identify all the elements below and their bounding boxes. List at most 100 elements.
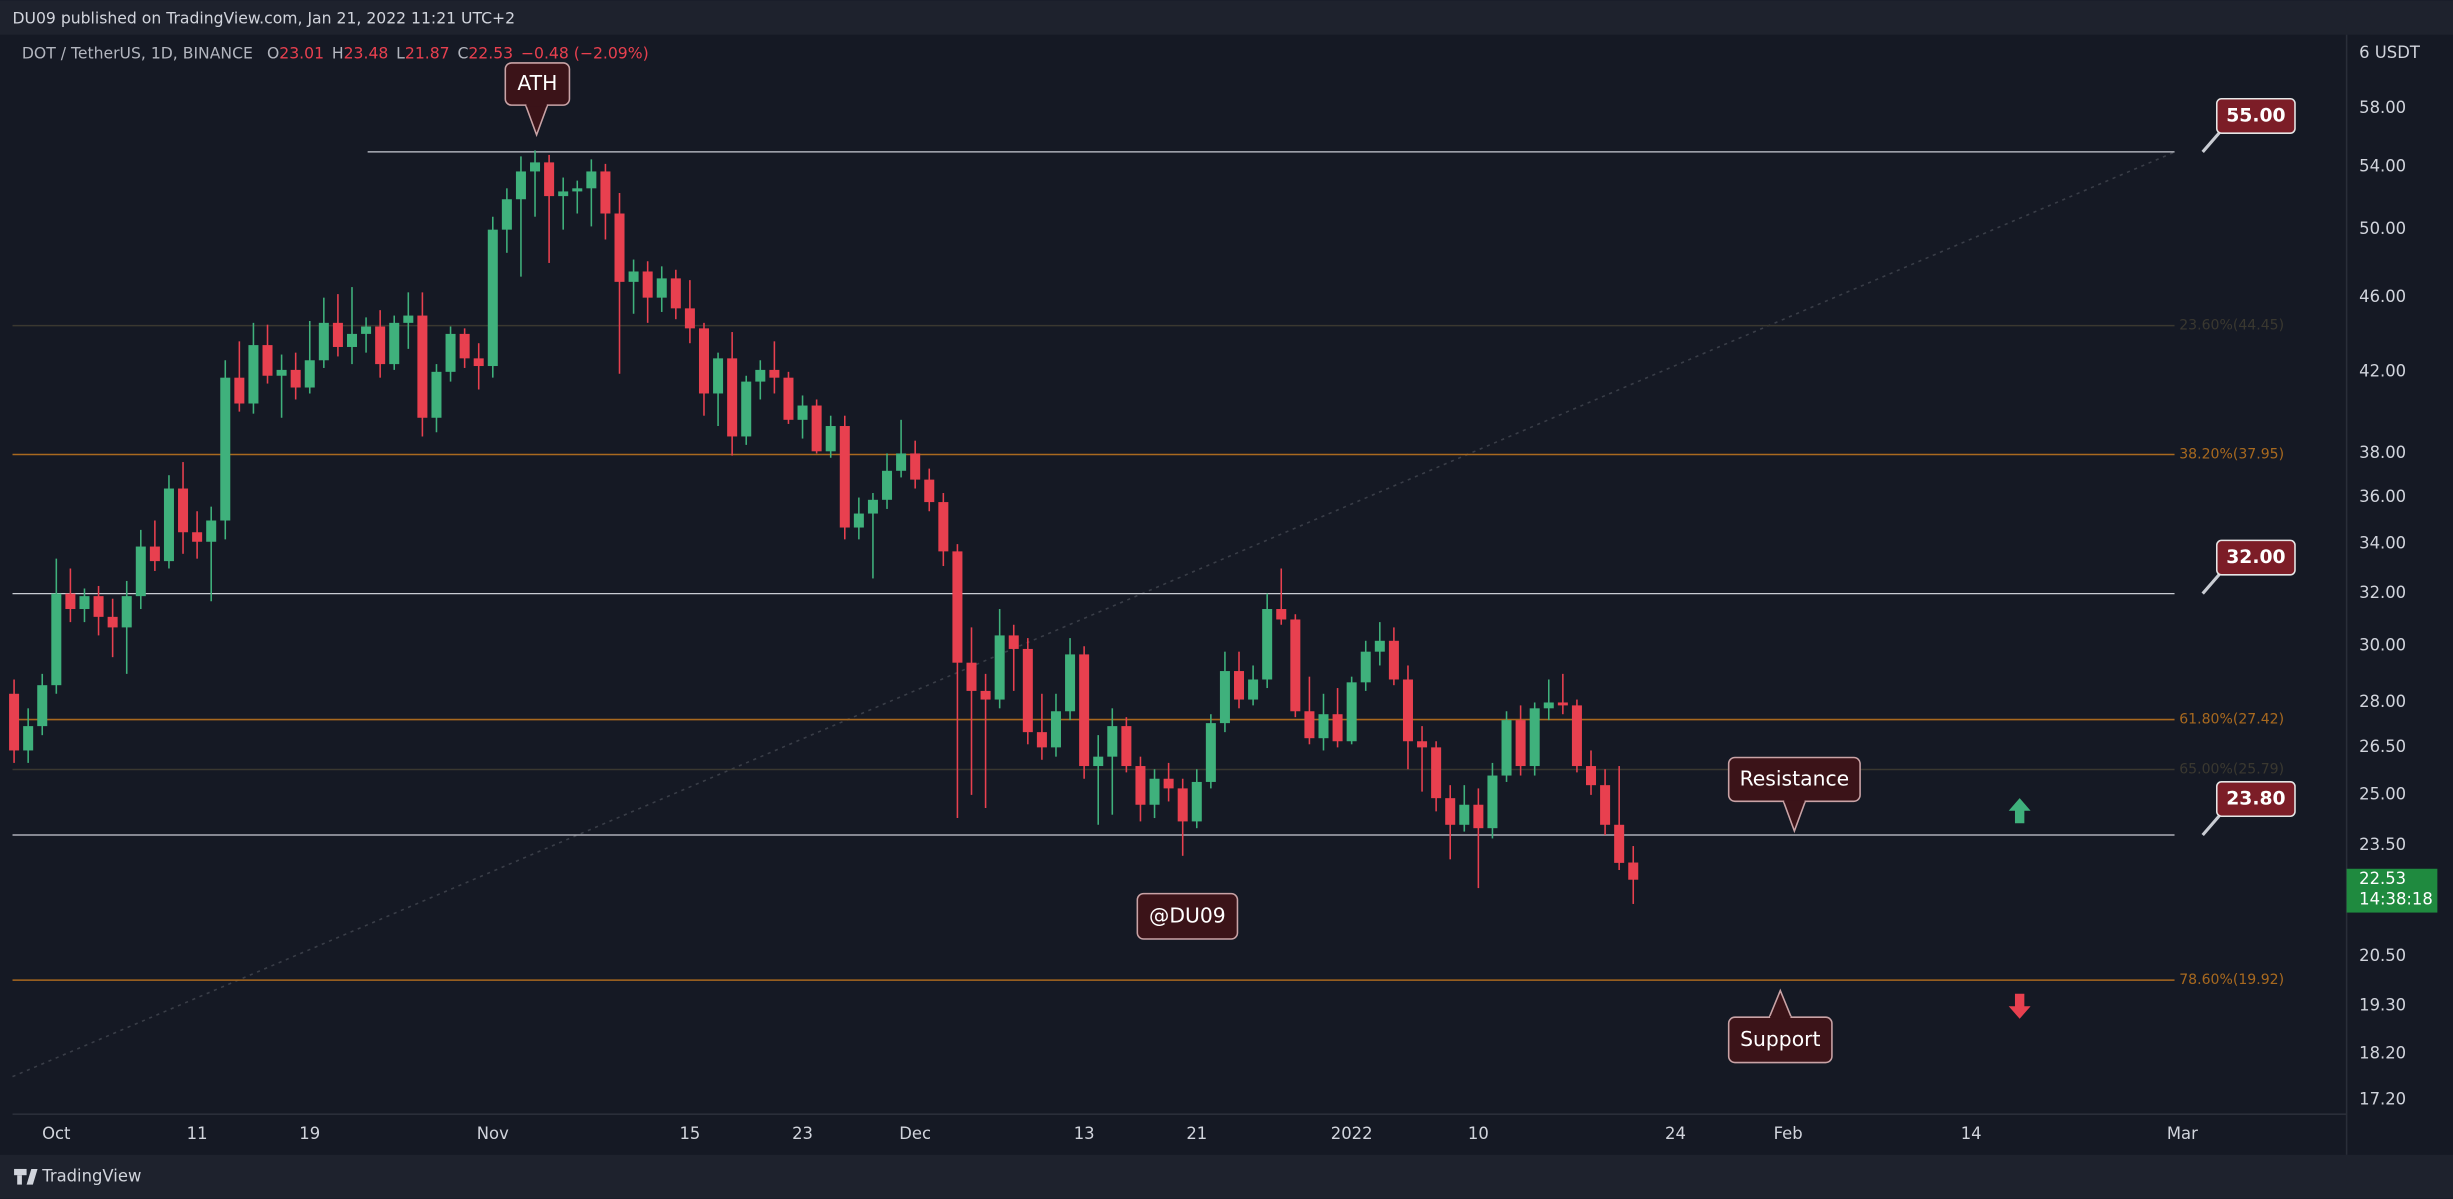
level-box — [2215, 97, 2296, 134]
down-arrow — [2008, 993, 2031, 1019]
candle-body — [1205, 723, 1216, 782]
candle-body — [741, 381, 752, 437]
ohlc-value: 22.53 — [468, 43, 513, 62]
candle-body — [1586, 766, 1597, 786]
x-tick-label: 21 — [1186, 1124, 1207, 1143]
y-tick-label: 42.00 — [2359, 361, 2406, 380]
candle-body — [276, 369, 287, 376]
y-tick-label: 26.50 — [2359, 737, 2406, 756]
footer-bar — [0, 1154, 2453, 1199]
x-tick-label: Oct — [42, 1124, 71, 1143]
candle-body — [1093, 756, 1104, 767]
level-label: 32.00 — [2226, 547, 2285, 568]
candle-body — [1121, 726, 1132, 767]
y-tick-label: 32.00 — [2359, 583, 2406, 602]
footer-logo — [14, 1168, 38, 1185]
candle-body — [65, 593, 76, 610]
candle-body — [361, 326, 372, 334]
y-tick-label: 23.50 — [2359, 835, 2406, 854]
ohlc-label: L — [396, 43, 405, 62]
ohlc-value: 23.01 — [279, 43, 324, 62]
candle-body — [9, 693, 20, 751]
publish-note: DU09 published on TradingView.com, Jan 2… — [13, 9, 516, 28]
up-arrow — [2008, 798, 2031, 824]
candle-body — [1346, 682, 1357, 742]
candle-body — [93, 596, 104, 617]
candle-body — [600, 171, 611, 214]
candle-body — [994, 635, 1005, 700]
y-tick-label: 18.20 — [2359, 1043, 2406, 1062]
candle-body — [473, 358, 484, 367]
change: −0.48 (−2.09%) — [521, 43, 649, 62]
candle-body — [417, 315, 428, 418]
candle-body — [1234, 671, 1245, 700]
candle-body — [755, 369, 766, 382]
candle-body — [346, 333, 357, 347]
x-tick-label: 19 — [299, 1124, 320, 1143]
candle-body — [1487, 775, 1498, 829]
countdown-label: 14:38:18 — [2359, 890, 2433, 909]
currency-label: 6 USDT — [2359, 43, 2421, 62]
candle-body — [1557, 702, 1568, 706]
footer-brand: TradingView — [41, 1166, 141, 1185]
logo-part — [26, 1168, 38, 1185]
level-box — [2215, 539, 2296, 576]
candle-body — [1219, 671, 1230, 724]
candle-body — [727, 358, 738, 437]
candle-body — [1431, 747, 1442, 799]
candle-body — [670, 278, 681, 309]
y-tick-label: 58.00 — [2359, 98, 2406, 117]
candle-body — [79, 596, 90, 610]
candle-body — [135, 546, 146, 597]
y-tick-label: 19.30 — [2359, 995, 2406, 1014]
candle-body — [206, 520, 217, 542]
candle-body — [1107, 726, 1118, 757]
candle-body — [684, 308, 695, 329]
candle-body — [1473, 804, 1484, 829]
fib-label: 38.20%(37.95) — [2179, 447, 2284, 463]
candle-body — [487, 229, 498, 367]
level-label: 55.00 — [2226, 105, 2285, 126]
legend-header: DOT / TetherUS, 1D, BINANCE O23.01 H23.48 L… — [22, 43, 649, 62]
candle-body — [1304, 711, 1315, 739]
candle-body — [332, 322, 343, 347]
candle-body — [1417, 741, 1428, 748]
candle-body — [1191, 781, 1202, 822]
candle-body — [1248, 679, 1259, 700]
ohlc-label: H — [332, 43, 344, 62]
candle-body — [1501, 720, 1512, 776]
candle-body — [1628, 862, 1639, 880]
x-tick-label: Feb — [1774, 1124, 1803, 1143]
candle-body — [1332, 714, 1343, 742]
y-tick-label: 34.00 — [2359, 534, 2406, 553]
candle-body — [698, 328, 709, 394]
candle-body — [1360, 651, 1371, 683]
candle-body — [628, 271, 639, 282]
fib-label: 61.80%(27.42) — [2179, 712, 2284, 728]
candle-body — [403, 315, 414, 323]
x-tick-label: 11 — [187, 1124, 208, 1143]
candle-body — [910, 453, 921, 480]
candle-body — [248, 345, 259, 404]
candle-body — [1163, 778, 1174, 789]
callout-box — [1136, 892, 1239, 940]
y-tick-label: 50.00 — [2359, 219, 2406, 238]
x-tick-label: 10 — [1468, 1124, 1489, 1143]
logo-part — [14, 1168, 27, 1176]
candle-body — [867, 499, 878, 514]
candle-body — [1445, 798, 1456, 825]
candle-body — [163, 488, 174, 562]
y-tick-label: 36.00 — [2359, 487, 2406, 506]
trend-line — [12, 151, 2175, 1078]
annotation: ATH — [517, 71, 557, 95]
candle-body — [966, 662, 977, 691]
candle-body — [1036, 732, 1047, 748]
annotation: @DU09 — [1149, 903, 1226, 927]
y-tick-label: 28.00 — [2359, 692, 2406, 711]
overlay: 55.00 32.00 23.80 ATH @DU09 Resistance Support — [504, 62, 2296, 1064]
candle-body — [262, 345, 273, 376]
candle-body — [769, 369, 780, 378]
candle-body — [1135, 766, 1146, 805]
candle-body — [952, 551, 963, 663]
